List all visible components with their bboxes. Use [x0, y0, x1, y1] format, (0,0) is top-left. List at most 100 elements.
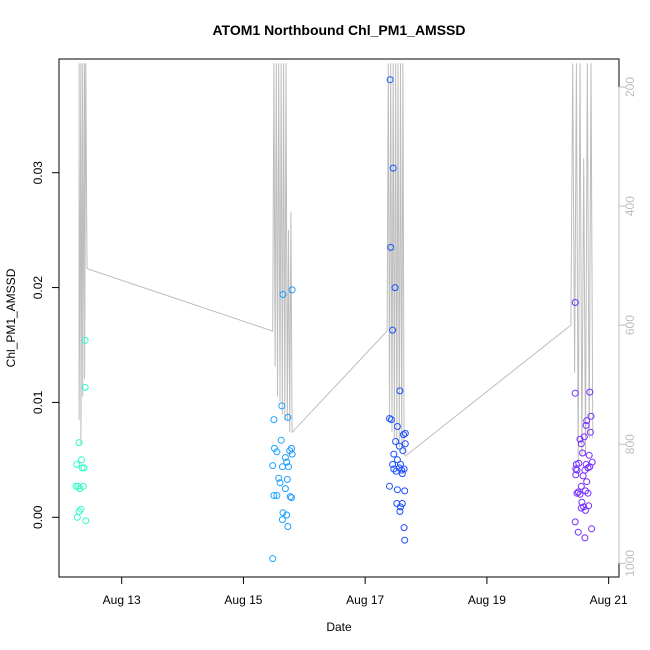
y2-tick-label: 600	[623, 315, 637, 335]
data-point	[386, 415, 393, 422]
data-point	[396, 387, 404, 395]
altitude-line	[78, 63, 594, 463]
data-point	[286, 493, 294, 501]
data-point	[279, 509, 287, 517]
data-point	[577, 440, 585, 448]
data-point	[585, 502, 593, 510]
data-point	[574, 528, 582, 536]
data-point	[270, 416, 278, 424]
data-point	[390, 450, 398, 458]
y2-axis: 200 400 600 800 1000	[618, 77, 637, 577]
data-point	[76, 485, 84, 493]
data-point	[401, 536, 409, 544]
y2-tick-label: 200	[623, 77, 637, 97]
chart-title: ATOM1 Northbound Chl_PM1_AMSSD	[212, 22, 465, 38]
data-point	[395, 464, 403, 472]
data-point	[400, 431, 407, 439]
data-point	[588, 525, 596, 533]
x-tick-label: Aug 15	[224, 593, 262, 607]
data-point	[582, 421, 590, 429]
data-point	[577, 504, 585, 512]
y-tick-label: 0.00	[31, 505, 45, 529]
data-point	[395, 442, 403, 450]
data-point	[80, 464, 88, 472]
data-point	[585, 451, 593, 459]
data-point	[389, 326, 397, 334]
data-point	[79, 482, 87, 490]
data-point	[574, 488, 582, 496]
data-point	[73, 460, 81, 468]
data-point	[571, 389, 579, 397]
data-point	[579, 472, 587, 480]
data-point	[581, 534, 589, 542]
data-point	[269, 462, 277, 470]
data-point	[586, 463, 594, 471]
data-point	[573, 489, 581, 497]
y-tick-label: 0.01	[31, 390, 45, 414]
data-point	[285, 463, 292, 471]
data-point	[283, 475, 291, 483]
data-point	[398, 470, 406, 478]
data-point	[398, 500, 406, 507]
data-point	[386, 482, 393, 490]
y2-tick-label: 800	[623, 434, 637, 454]
data-point	[278, 402, 286, 410]
data-point	[393, 423, 401, 430]
x-tick-label: Aug 21	[590, 593, 628, 607]
data-point	[576, 490, 584, 498]
data-point	[73, 513, 81, 521]
data-point	[270, 492, 278, 499]
y-tick-label: 0.03	[31, 161, 45, 185]
data-point	[389, 460, 397, 468]
data-point	[389, 164, 397, 172]
data-point	[584, 489, 592, 497]
data-point	[392, 438, 400, 445]
data-point	[273, 448, 281, 456]
y2-tick-label: 1000	[623, 550, 637, 577]
data-point	[583, 478, 591, 486]
data-point	[571, 299, 579, 306]
data-point	[572, 471, 580, 479]
data-point	[586, 428, 594, 436]
data-point	[288, 450, 296, 458]
data-point	[396, 508, 404, 515]
data-point	[571, 518, 579, 526]
data-point	[583, 417, 591, 425]
data-point	[284, 523, 292, 530]
y-axis-label: Chl_PM1_AMSSD	[4, 268, 18, 367]
data-point	[276, 479, 284, 487]
x-axis-label: Date	[326, 620, 352, 634]
data-point	[393, 486, 401, 494]
data-point	[401, 440, 409, 448]
data-point	[577, 482, 585, 490]
data-point	[283, 511, 291, 519]
data-point	[269, 555, 277, 563]
data-point	[281, 454, 289, 461]
x-axis: Aug 13 Aug 15 Aug 17 Aug 19 Aug 21	[103, 577, 628, 607]
data-point	[400, 524, 408, 532]
data-point	[586, 388, 594, 396]
y2-tick-label: 400	[623, 196, 637, 216]
data-point	[277, 436, 285, 444]
data-point	[275, 474, 283, 482]
data-point	[401, 429, 409, 437]
data-point	[74, 482, 82, 490]
x-tick-label: Aug 13	[103, 593, 141, 607]
data-point	[391, 284, 399, 292]
data-point	[284, 413, 292, 421]
data-point	[399, 447, 407, 455]
data-point	[576, 435, 584, 443]
data-point	[386, 76, 394, 84]
data-point	[401, 487, 409, 495]
data-point	[288, 494, 295, 502]
y-axis: 0.00 0.01 0.02 0.03	[31, 161, 59, 529]
data-point	[75, 439, 83, 447]
data-point	[78, 464, 86, 472]
data-point	[573, 466, 581, 474]
data-point	[579, 449, 586, 457]
data-point	[279, 291, 287, 298]
y-tick-label: 0.02	[31, 276, 45, 300]
x-tick-label: Aug 19	[468, 593, 506, 607]
data-point	[82, 517, 90, 525]
